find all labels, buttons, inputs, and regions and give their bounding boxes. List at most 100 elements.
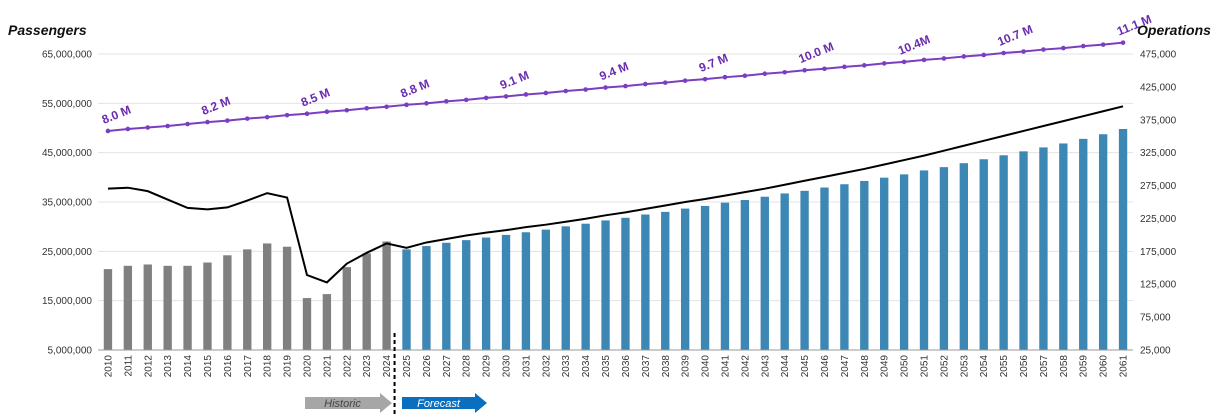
left-tick-label: 65,000,000 [42, 50, 92, 61]
x-tick-label: 2044 [780, 355, 791, 378]
bar [322, 294, 332, 350]
bar [1059, 143, 1068, 350]
purple-marker [324, 109, 330, 115]
x-tick-label: 2015 [203, 355, 214, 378]
purple-marker [583, 87, 588, 92]
bar [1039, 147, 1048, 350]
left-axis-title: Passengers [8, 22, 87, 38]
left-tick-label: 55,000,000 [42, 99, 92, 110]
x-tick-label: 2052 [939, 355, 950, 378]
purple-marker [1021, 49, 1026, 54]
bar [501, 234, 511, 350]
forecast-arrow [402, 393, 487, 413]
x-tick-label: 2020 [302, 355, 313, 378]
x-tick-label: 2026 [422, 355, 433, 378]
purple-line [105, 40, 1126, 134]
purple-marker [483, 95, 489, 101]
x-tick-label: 2037 [641, 355, 652, 378]
right-tick-label: 325,000 [1140, 148, 1177, 159]
bar [103, 269, 113, 350]
x-tick-label: 2022 [342, 355, 353, 378]
x-tick-label: 2019 [283, 355, 294, 378]
x-tick-label: 2028 [462, 355, 473, 378]
purple-marker [225, 118, 230, 123]
bar [282, 246, 292, 350]
bar [979, 159, 988, 350]
bar [860, 180, 869, 350]
purple-marker [523, 92, 529, 97]
forecast-label: Forecast [417, 398, 461, 410]
x-tick-label: 2034 [581, 355, 592, 378]
bar [521, 232, 531, 350]
bar [820, 187, 829, 350]
x-tick-label: 2042 [740, 355, 751, 378]
bar [163, 265, 172, 350]
bar [362, 253, 371, 350]
bar [183, 265, 192, 350]
purple-marker [981, 52, 987, 58]
bar [899, 174, 909, 350]
x-tick-label: 2041 [720, 355, 731, 378]
bar [919, 170, 929, 350]
right-tick-label: 125,000 [1140, 280, 1177, 291]
x-tick-label: 2053 [959, 355, 970, 378]
x-tick-label: 2018 [263, 355, 274, 378]
bar [143, 264, 152, 350]
bar [382, 241, 391, 350]
x-tick-label: 2043 [760, 355, 771, 378]
x-tick-label: 2027 [442, 355, 453, 378]
purple-marker [702, 76, 708, 82]
passengers-line [107, 105, 1124, 284]
x-tick-label: 2040 [701, 355, 712, 378]
purple-label: 10.7 M [996, 22, 1035, 49]
bar [1118, 128, 1128, 350]
x-tick-label: 2032 [541, 355, 552, 378]
x-tick-label: 2035 [601, 355, 612, 378]
x-tick-label: 2012 [143, 355, 154, 378]
left-axis-ticks: 5,000,000 15,000,000 25,000,000 35,000,000 4… [42, 50, 92, 357]
x-tick-label: 2056 [1019, 355, 1030, 378]
x-tick-label: 2048 [860, 355, 871, 378]
bar [243, 249, 252, 350]
x-tick-label: 2010 [103, 355, 114, 378]
x-tick-label: 2050 [900, 355, 911, 378]
right-axis-ticks: 25,000 75,000 125,000 175,000 225,000 275,000… [1140, 50, 1177, 357]
bar [203, 262, 212, 350]
bar [342, 267, 351, 350]
purple-marker [1001, 50, 1006, 56]
bar [800, 190, 809, 350]
purple-line-path [107, 41, 1124, 132]
x-tick-label: 2030 [502, 355, 513, 378]
x-tick-label: 2031 [521, 355, 532, 378]
purple-marker [662, 80, 668, 85]
x-tick-label: 2054 [979, 355, 990, 378]
x-tick-label: 2046 [820, 355, 831, 378]
operations-bars [103, 128, 1128, 350]
purple-marker [822, 66, 827, 72]
x-tick-label: 2061 [1119, 355, 1130, 378]
purple-marker [304, 111, 310, 116]
purple-marker [503, 94, 509, 99]
period-arrows: Historic Forecast [305, 393, 487, 413]
purple-marker [643, 81, 648, 87]
bar [939, 167, 949, 350]
purple-marker [1100, 42, 1106, 47]
purple-marker [105, 128, 111, 134]
x-tick-label: 2011 [123, 355, 134, 377]
purple-marker [961, 54, 967, 59]
purple-marker [165, 123, 170, 129]
x-tick-label: 2013 [163, 355, 174, 378]
passengers-line-path [107, 105, 1124, 284]
x-tick-label: 2036 [621, 355, 632, 378]
historic-label: Historic [324, 398, 361, 410]
bar [641, 214, 650, 350]
x-axis: 2010 2011 2012 2013 2014 2015 2016 2017 2018 2019… [98, 349, 1133, 378]
purple-marker [782, 69, 787, 75]
right-tick-label: 175,000 [1140, 247, 1177, 258]
x-tick-label: 2049 [880, 355, 891, 378]
left-tick-label: 25,000,000 [42, 247, 92, 258]
bar [541, 229, 551, 350]
bar [422, 246, 431, 350]
bar [561, 226, 570, 350]
